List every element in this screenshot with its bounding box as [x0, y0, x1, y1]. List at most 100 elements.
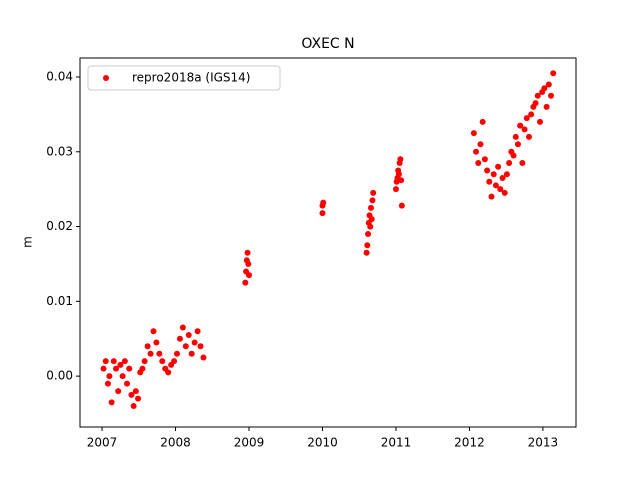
point [110, 358, 117, 365]
point [479, 118, 486, 125]
point [150, 328, 157, 335]
x-tick-label: 2009 [234, 436, 265, 450]
point [156, 350, 163, 357]
point [543, 103, 550, 110]
point [176, 335, 183, 342]
point [365, 231, 372, 238]
point [523, 115, 530, 122]
point [182, 343, 189, 350]
point [141, 358, 148, 365]
point [319, 210, 326, 217]
point [501, 189, 508, 196]
point [548, 92, 555, 99]
point [108, 399, 115, 406]
point [367, 204, 374, 211]
point [139, 365, 146, 372]
point [503, 171, 510, 178]
point [144, 343, 151, 350]
point [397, 156, 404, 163]
point [514, 141, 521, 148]
point [119, 373, 126, 380]
point [545, 81, 552, 88]
point [130, 403, 137, 410]
point [117, 361, 124, 368]
y-tick-label: 0.01 [46, 294, 73, 308]
point [115, 388, 122, 395]
point [100, 365, 107, 372]
point [191, 339, 198, 346]
point [398, 177, 405, 184]
point [506, 160, 513, 167]
point [398, 202, 405, 209]
legend-box [87, 65, 281, 91]
point [370, 189, 377, 196]
point [497, 186, 504, 193]
point [392, 186, 399, 193]
point [525, 133, 532, 140]
point [473, 148, 480, 155]
legend-label: repro2018a (IGS14) [132, 71, 250, 85]
point [128, 391, 135, 398]
x-tick-label: 2012 [454, 436, 485, 450]
point [194, 328, 201, 335]
point [147, 350, 154, 357]
point [541, 85, 548, 92]
point [492, 182, 499, 189]
point [320, 199, 327, 206]
point [395, 171, 402, 178]
x-tick-label: 2007 [87, 436, 118, 450]
point [484, 167, 491, 174]
point [510, 152, 517, 159]
point [363, 249, 370, 256]
point [106, 373, 113, 380]
point [512, 133, 519, 140]
point [104, 380, 111, 387]
point [477, 141, 484, 148]
point [368, 216, 375, 223]
x-tick-label: 2008 [160, 436, 191, 450]
point [517, 122, 524, 129]
point [124, 380, 131, 387]
point [499, 174, 506, 181]
point [121, 358, 128, 365]
x-tick-label: 2010 [307, 436, 338, 450]
legend-marker [103, 75, 109, 81]
point [244, 249, 251, 256]
point [245, 260, 252, 267]
point [246, 272, 253, 279]
y-axis-label: m [21, 236, 35, 248]
point [369, 197, 376, 204]
point [367, 223, 374, 230]
point [200, 354, 207, 361]
point [153, 339, 160, 346]
point [486, 178, 493, 185]
point [188, 350, 195, 357]
point [488, 193, 495, 200]
y-tick-label: 0.02 [46, 219, 73, 233]
point [185, 332, 192, 339]
point [159, 358, 166, 365]
point [521, 126, 528, 133]
point [481, 156, 488, 163]
point [528, 111, 535, 118]
point [165, 369, 172, 376]
point [490, 171, 497, 178]
point [102, 358, 109, 365]
x-tick-label: 2013 [528, 436, 559, 450]
point [242, 279, 249, 286]
point [135, 395, 142, 402]
y-tick-label: 0.00 [46, 369, 73, 383]
point [470, 130, 477, 137]
point [126, 365, 133, 372]
point [171, 358, 178, 365]
point [550, 70, 557, 77]
point [534, 92, 541, 99]
point [364, 242, 371, 249]
point [519, 160, 526, 167]
chart-title: OXEC N [301, 36, 354, 52]
point [197, 343, 204, 350]
point [173, 350, 180, 357]
point [536, 118, 543, 125]
plot-frame [79, 57, 577, 428]
